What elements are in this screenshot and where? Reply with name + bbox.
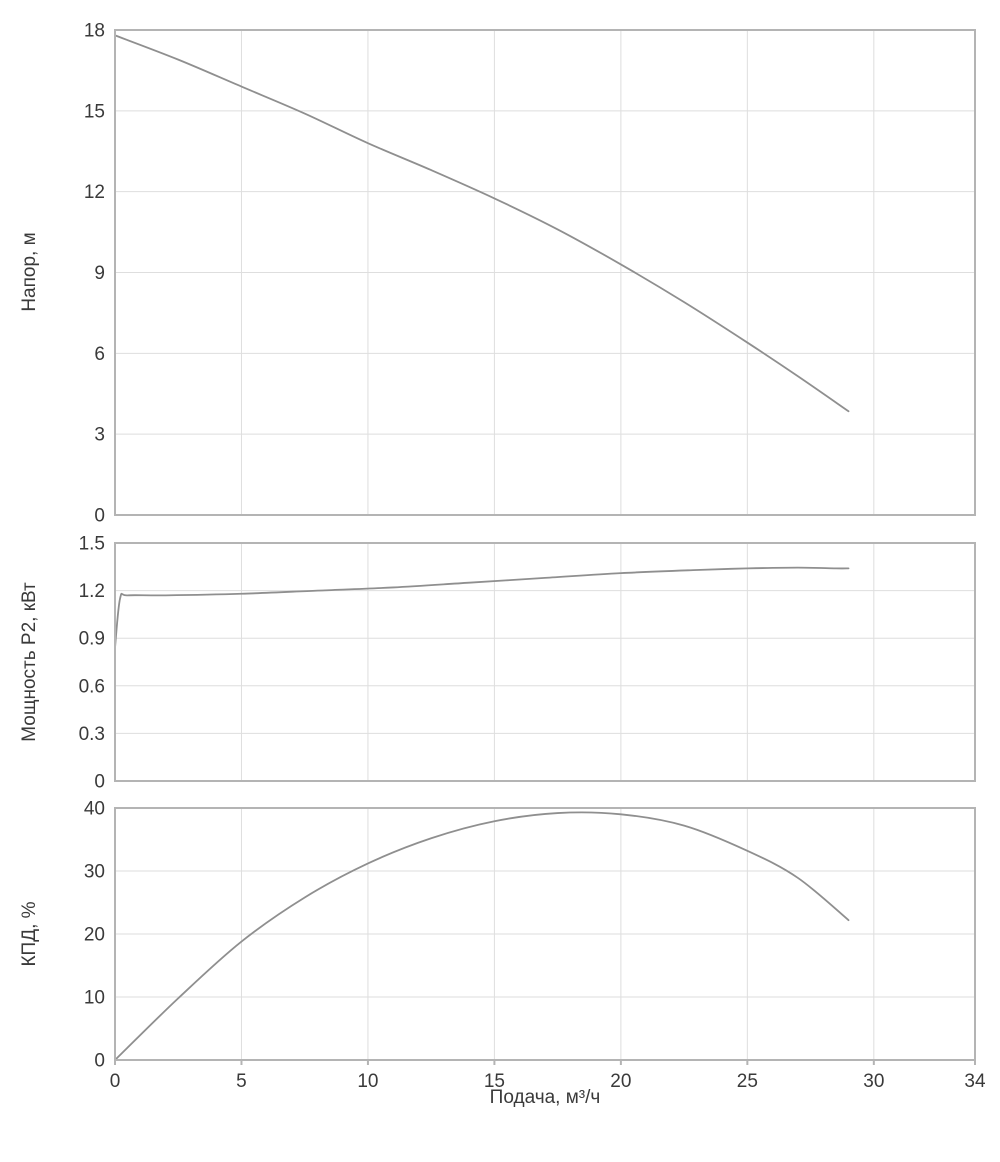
plot-border (114, 807, 976, 1061)
y-tick-label: 9 (94, 263, 105, 284)
x-tick-label: 30 (863, 1071, 884, 1092)
x-tick-label: 20 (610, 1071, 631, 1092)
y-tick-label: 0.6 (79, 676, 105, 697)
curve-power (114, 566, 850, 649)
y-tick-label: 0.9 (79, 629, 105, 650)
chart-efficiency: 0 10 20 30 40 0 5 10 15 20 25 30 34 (84, 799, 986, 1093)
y-tick-label: 0 (94, 772, 105, 793)
y-tick-label: 15 (84, 101, 105, 122)
y-axis-title-power: Мощность P2, кВт (19, 582, 40, 742)
y-tick-label: 18 (84, 21, 105, 42)
y-tick-label: 30 (84, 862, 105, 883)
x-tick-label: 10 (357, 1071, 378, 1092)
curve-efficiency (114, 811, 850, 1061)
x-tick-label: 25 (737, 1071, 758, 1092)
y-tick-label: 10 (84, 988, 105, 1009)
y-axis-title-head: Напор, м (19, 232, 40, 312)
y-tick-label: 20 (84, 925, 105, 946)
x-tick-label: 0 (110, 1071, 121, 1092)
y-tick-label: 0.3 (79, 724, 105, 745)
y-tick-label: 12 (84, 182, 105, 203)
x-tick-label: 15 (484, 1071, 505, 1092)
x-tick-label: 34 (964, 1071, 986, 1092)
x-axis-title: Подача, м³/ч (489, 1087, 601, 1108)
chart-head: 0 3 6 9 12 15 18 (84, 21, 976, 527)
y-tick-label: 1.2 (79, 581, 105, 602)
y-tick-label: 3 (94, 425, 105, 446)
y-tick-label: 6 (94, 344, 105, 365)
y-tick-label: 0 (94, 1051, 105, 1072)
plot-border (114, 29, 976, 516)
plot-border (114, 542, 976, 782)
y-tick-label: 40 (84, 799, 105, 820)
curve-head (114, 34, 850, 413)
chart-power: 0 0.3 0.6 0.9 1.2 1.5 (79, 534, 976, 793)
x-tick-label: 5 (236, 1071, 247, 1092)
y-axis-title-efficiency: КПД, % (19, 901, 40, 967)
y-tick-label: 0 (94, 506, 105, 527)
y-tick-label: 1.5 (79, 534, 105, 555)
